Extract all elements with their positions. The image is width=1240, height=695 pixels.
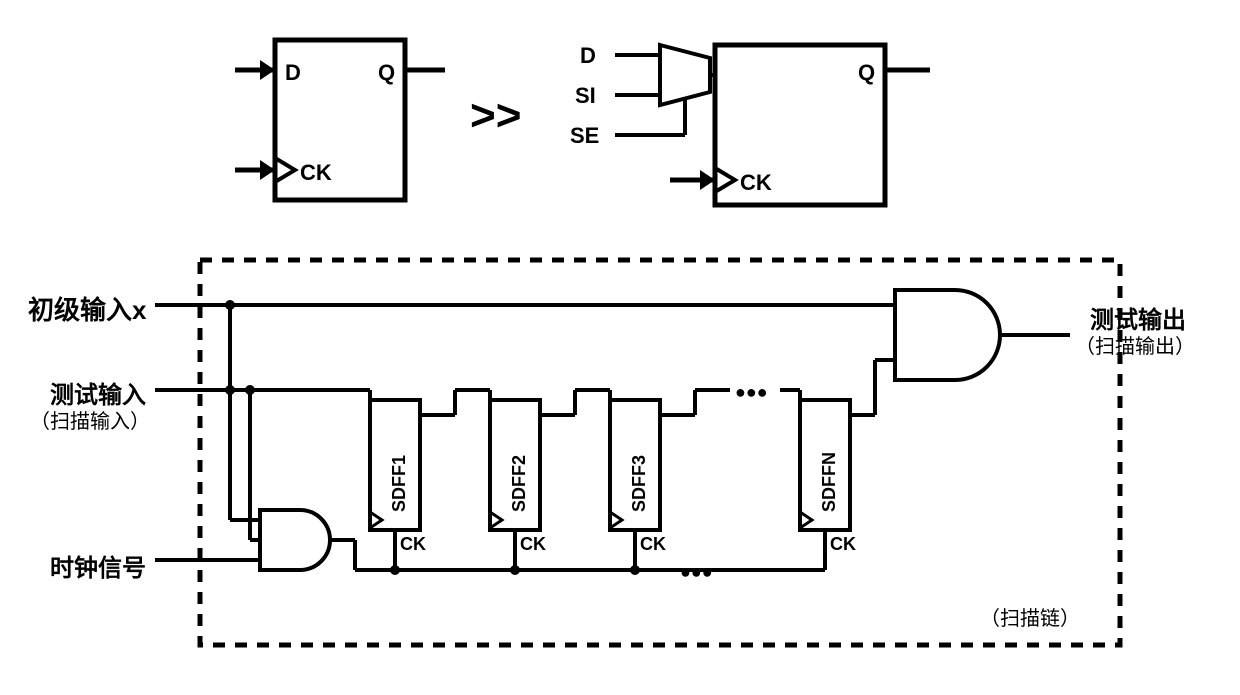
sdff1-label: SDFF1 xyxy=(389,455,409,512)
ellipsis-top: ●●● xyxy=(735,382,768,402)
ck1: CK xyxy=(400,534,426,554)
diagram-container: D Q CK >> D SI SE CK Q xyxy=(0,0,1240,695)
clock-label: 时钟信号 xyxy=(50,548,146,583)
and-gate-left xyxy=(260,510,330,570)
sdff3-label: SDFF3 xyxy=(629,455,649,512)
sdff2-label: SDFF2 xyxy=(509,455,529,512)
and-gate-right xyxy=(895,290,1000,380)
arrows-icon: >> xyxy=(470,91,521,140)
primary-input-label: 初级输入x xyxy=(28,290,146,327)
ck3: CK xyxy=(640,534,666,554)
sdffn-label: SDFFN xyxy=(819,452,839,512)
label-se: SE xyxy=(570,123,599,148)
label-si: SI xyxy=(575,83,596,108)
scan-chain-label: （扫描链） xyxy=(980,607,1080,630)
scan-chain: SDFF1 CK SDFF2 CK SDFF3 CK ●●● xyxy=(155,260,1120,645)
ckn: CK xyxy=(830,534,856,554)
label-ck: CK xyxy=(300,160,332,185)
ellipsis-bottom: ●●● xyxy=(680,562,713,582)
left-flipflop: D Q CK xyxy=(235,40,445,200)
ck2b: CK xyxy=(520,534,546,554)
label-q: Q xyxy=(378,60,395,85)
label-ck2: CK xyxy=(740,170,772,195)
right-flipflop: D SI SE CK Q xyxy=(570,43,930,205)
label-d2: D xyxy=(580,43,596,68)
diagram-svg: D Q CK >> D SI SE CK Q xyxy=(0,0,1240,695)
scan-output-label: （扫描输出） xyxy=(1075,330,1195,359)
label-d: D xyxy=(285,60,301,85)
scan-input-label: （扫描输入） xyxy=(30,405,150,434)
label-q2: Q xyxy=(858,60,875,85)
